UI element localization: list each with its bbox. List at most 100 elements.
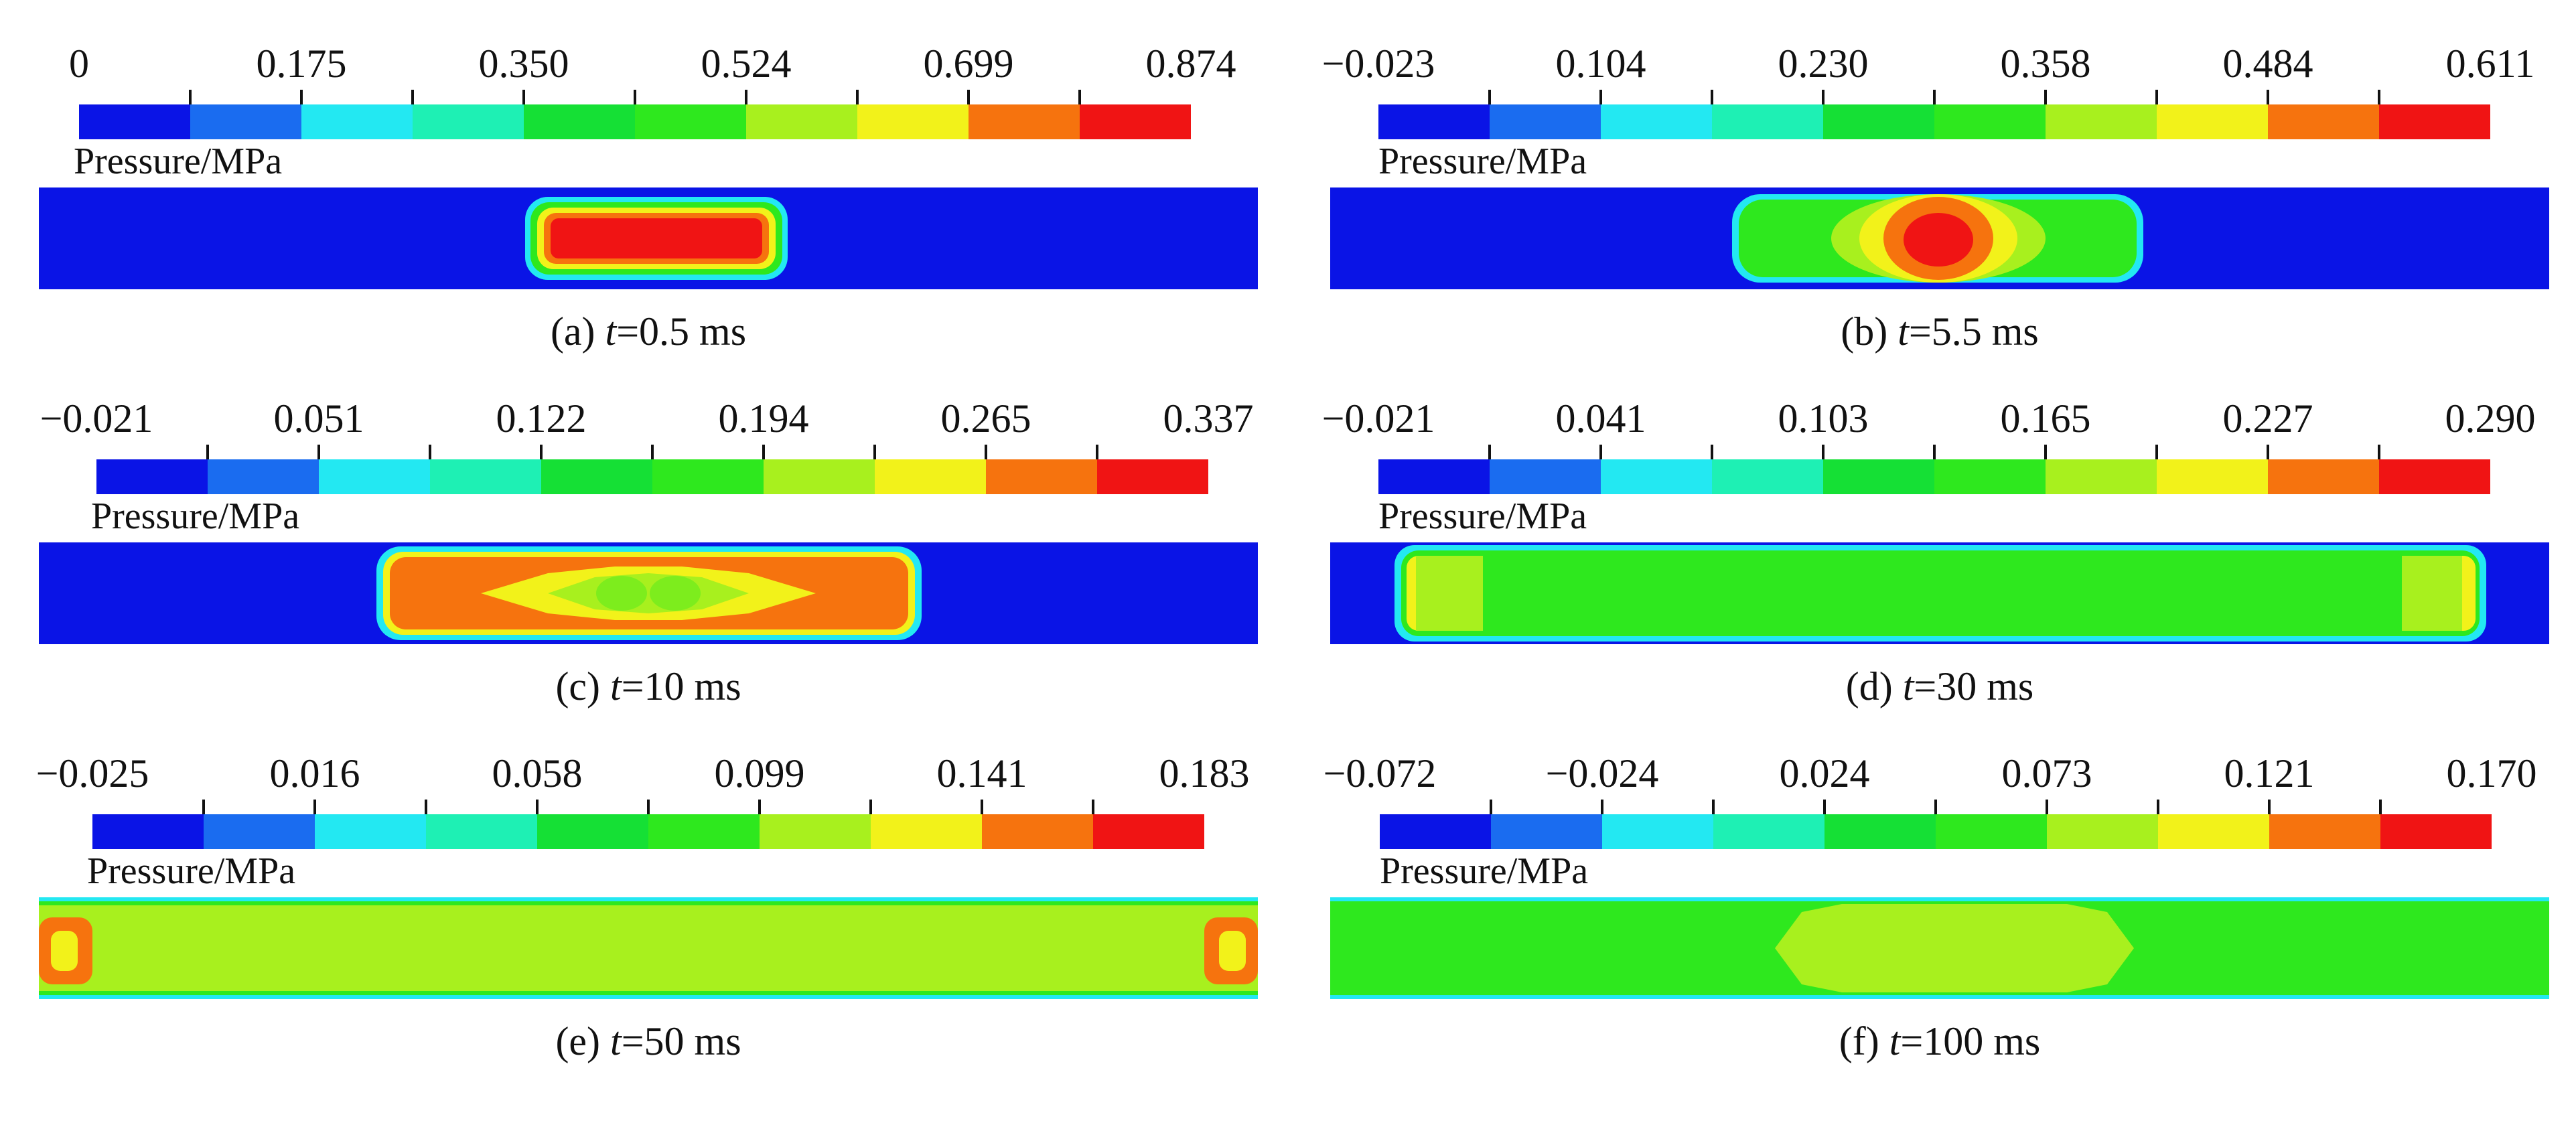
tick-label: 0.024 xyxy=(1779,751,1870,796)
tick-mark xyxy=(536,800,539,814)
tick-mark xyxy=(411,90,414,104)
tick-label: 0.337 xyxy=(1163,396,1254,441)
tick-mark xyxy=(206,445,209,459)
tick-label: 0.874 xyxy=(1145,42,1236,86)
color-swatch xyxy=(1378,104,1490,139)
tick-label: 0.058 xyxy=(492,751,583,796)
tick-mark xyxy=(522,90,525,104)
color-swatch xyxy=(1823,104,1934,139)
colorbar-label-f: Pressure/MPa xyxy=(1380,850,1589,892)
tick-mark xyxy=(2155,445,2158,459)
tick-mark xyxy=(1488,445,1491,459)
caption-d: (d) t=30 ms xyxy=(1330,663,2549,710)
color-swatch xyxy=(1712,459,1823,494)
tick-label: 0.699 xyxy=(923,42,1014,86)
caption-b-rest: =5.5 ms xyxy=(1908,309,2039,354)
tick-mark xyxy=(1599,90,1602,104)
caption-c-rest: =10 ms xyxy=(621,664,741,708)
color-swatch xyxy=(1378,459,1490,494)
color-swatch xyxy=(2379,104,2490,139)
caption-f-rest: =100 ms xyxy=(1900,1019,2041,1063)
tick-label: 0.183 xyxy=(1159,751,1250,796)
tick-mark xyxy=(745,90,747,104)
tick-label: 0.104 xyxy=(1555,42,1646,86)
tick-mark xyxy=(2379,800,2382,814)
caption-d-rest: =30 ms xyxy=(1914,664,2034,708)
tick-label: −0.025 xyxy=(35,751,149,796)
tick-label: 0.122 xyxy=(496,396,587,441)
color-swatch xyxy=(2158,814,2269,849)
color-swatch xyxy=(2380,814,2492,849)
tick-label: 0.016 xyxy=(269,751,360,796)
tick-mark xyxy=(1933,90,1936,104)
tick-mark xyxy=(1822,90,1824,104)
color-swatch xyxy=(2046,104,2157,139)
tick-label: 0.484 xyxy=(2222,42,2313,86)
tick-mark xyxy=(1078,90,1081,104)
tick-mark xyxy=(429,445,431,459)
tick-mark xyxy=(2046,800,2048,814)
tick-label: 0.041 xyxy=(1555,396,1646,441)
color-swatch xyxy=(315,814,426,849)
tick-label: 0.290 xyxy=(2445,396,2536,441)
color-swatch xyxy=(1823,459,1934,494)
color-swatch xyxy=(204,814,315,849)
tick-label: 0.230 xyxy=(1778,42,1869,86)
color-swatch xyxy=(92,814,204,849)
tick-mark xyxy=(2268,800,2271,814)
color-swatch xyxy=(301,104,413,139)
tick-mark xyxy=(1711,445,1713,459)
tick-label: 0.265 xyxy=(940,396,1031,441)
color-scale-d xyxy=(1378,459,2490,494)
color-swatch xyxy=(1490,104,1601,139)
caption-e: (e) t=50 ms xyxy=(39,1018,1258,1065)
tick-label: 0.121 xyxy=(2224,751,2315,796)
caption-b-var: t xyxy=(1898,309,1909,354)
tick-label: 0.073 xyxy=(2001,751,2092,796)
caption-d-var: t xyxy=(1902,664,1914,708)
color-swatch xyxy=(1934,104,2046,139)
colorbar-label-e: Pressure/MPa xyxy=(87,850,296,892)
tick-mark xyxy=(1490,800,1492,814)
color-swatch xyxy=(1380,814,1491,849)
caption-b-prefix: (b) xyxy=(1841,309,1898,354)
tick-label: 0.099 xyxy=(714,751,805,796)
color-swatch xyxy=(426,814,537,849)
tick-mark xyxy=(647,800,650,814)
tick-mark xyxy=(2378,445,2380,459)
tick-mark xyxy=(425,800,427,814)
tick-mark xyxy=(985,445,987,459)
color-swatch xyxy=(857,104,969,139)
caption-a-rest: =0.5 ms xyxy=(616,309,747,354)
tick-mark xyxy=(2267,445,2269,459)
color-swatch xyxy=(524,104,635,139)
tick-label: 0.141 xyxy=(936,751,1027,796)
tick-mark xyxy=(313,800,316,814)
tick-mark xyxy=(1092,800,1094,814)
tick-label: −0.021 xyxy=(1321,396,1435,441)
color-swatch xyxy=(1601,459,1712,494)
tick-label: −0.024 xyxy=(1545,751,1659,796)
tick-mark xyxy=(762,445,765,459)
caption-f-prefix: (f) xyxy=(1839,1019,1889,1063)
color-swatch xyxy=(1824,814,1936,849)
tick-label: 0.051 xyxy=(273,396,364,441)
pressure-field-b xyxy=(1330,187,2549,289)
color-swatch xyxy=(430,459,541,494)
color-swatch xyxy=(1712,104,1823,139)
caption-a: (a) t=0.5 ms xyxy=(39,308,1258,355)
color-swatch xyxy=(1602,814,1713,849)
color-swatch xyxy=(2379,459,2490,494)
panel-b: Pressure/MPa (b) t=5.5 ms −0.023 0.104 0.2… xyxy=(1322,40,2556,402)
color-swatch xyxy=(1713,814,1824,849)
color-swatch xyxy=(652,459,764,494)
colorbar-label-b: Pressure/MPa xyxy=(1378,141,1587,182)
tick-mark xyxy=(2267,90,2269,104)
tick-mark xyxy=(1096,445,1098,459)
tick-mark xyxy=(189,90,192,104)
tick-label: 0.194 xyxy=(718,396,809,441)
tick-mark xyxy=(758,800,761,814)
caption-c: (c) t=10 ms xyxy=(39,663,1258,710)
color-swatch xyxy=(635,104,746,139)
color-swatch xyxy=(96,459,208,494)
